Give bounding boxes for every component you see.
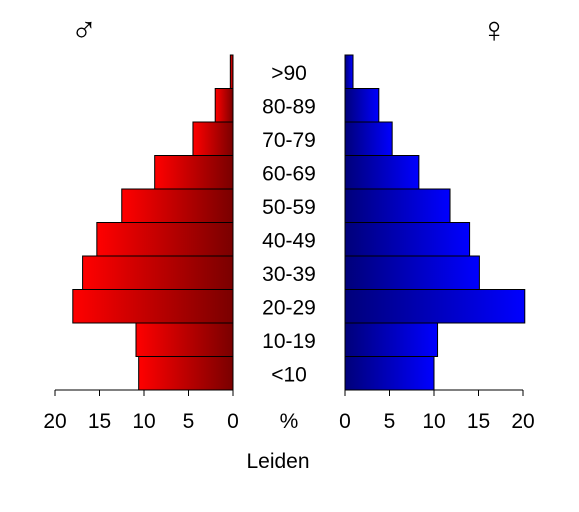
left-tick-label: 10 <box>132 410 155 433</box>
female-bar <box>344 255 480 290</box>
female-bar <box>344 289 526 324</box>
x-axis-title: Leiden <box>246 450 309 473</box>
male-bar <box>135 322 234 357</box>
male-bar <box>72 289 234 324</box>
age-group-label: 70-79 <box>262 129 316 152</box>
male-bar <box>229 54 234 89</box>
age-group-labels: <10 10-19 20-29 30-39 40-49 50-59 60-69 70-79 80… <box>262 62 316 387</box>
age-group-label: 40-49 <box>262 229 316 252</box>
left-axis-ticks: 20 15 10 5 0 <box>43 390 239 433</box>
male-bar <box>138 356 234 391</box>
female-bar <box>344 88 380 123</box>
right-tick-label: 10 <box>422 410 445 433</box>
female-bar <box>344 121 393 156</box>
right-tick-label: 15 <box>467 410 490 433</box>
right-tick-label: 0 <box>339 410 351 433</box>
male-bars <box>72 54 234 391</box>
left-tick-label: 20 <box>43 410 66 433</box>
female-symbol-label: ♀ <box>481 9 508 50</box>
left-tick-label: 15 <box>88 410 111 433</box>
left-tick-label: 5 <box>183 410 195 433</box>
right-tick-label: 5 <box>384 410 396 433</box>
right-axis-ticks: 0 5 10 15 20 <box>339 390 535 433</box>
age-group-label: 80-89 <box>262 95 316 118</box>
age-group-label: 10-19 <box>262 330 316 353</box>
male-bar <box>214 88 234 123</box>
age-group-label: 50-59 <box>262 196 316 219</box>
female-bar <box>344 155 420 190</box>
male-bar <box>82 255 234 290</box>
male-symbol-label: ♂ <box>71 9 98 50</box>
age-group-label: 30-39 <box>262 263 316 286</box>
female-bar <box>344 54 354 89</box>
age-group-label: 60-69 <box>262 162 316 185</box>
right-tick-label: 20 <box>511 410 534 433</box>
female-bar <box>344 356 435 391</box>
age-group-label: <10 <box>271 363 307 386</box>
male-bar <box>121 188 234 223</box>
male-bar <box>154 155 234 190</box>
female-bars <box>344 54 526 391</box>
age-group-label: 20-29 <box>262 296 316 319</box>
male-bar <box>192 121 234 156</box>
male-bar <box>96 222 234 257</box>
female-bar <box>344 222 471 257</box>
female-bar <box>344 188 451 223</box>
age-group-label: >90 <box>271 62 307 85</box>
left-tick-label: 0 <box>227 410 239 433</box>
female-bar <box>344 322 439 357</box>
center-unit-label: % <box>280 410 299 433</box>
